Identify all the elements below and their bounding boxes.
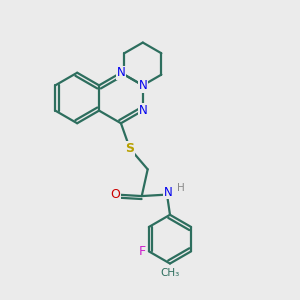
Text: H: H [176,183,184,193]
Text: O: O [110,188,120,201]
Text: N: N [138,104,147,117]
Text: N: N [164,186,173,199]
Text: N: N [138,79,147,92]
Text: S: S [125,142,134,155]
Text: CH₃: CH₃ [160,268,180,278]
Text: N: N [117,66,125,79]
Text: F: F [139,245,146,258]
